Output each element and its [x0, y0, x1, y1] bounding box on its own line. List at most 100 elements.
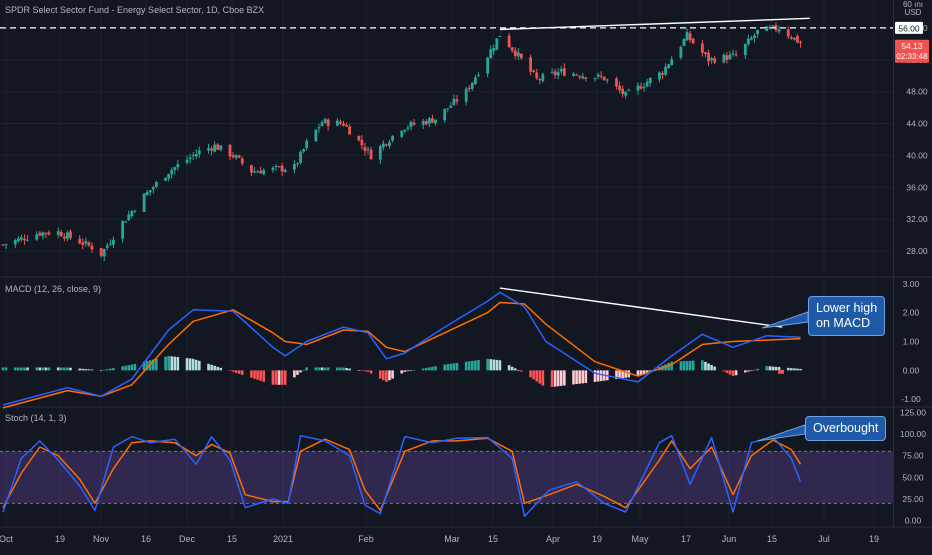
candle-body[interactable]: [237, 155, 241, 158]
candle-body[interactable]: [62, 236, 66, 239]
candle-body[interactable]: [26, 239, 29, 241]
candle-body[interactable]: [391, 135, 394, 141]
candle-body[interactable]: [13, 240, 17, 245]
candle-body[interactable]: [271, 167, 275, 170]
candle-body[interactable]: [516, 52, 520, 57]
candle-body[interactable]: [1, 244, 5, 246]
candle-body[interactable]: [553, 71, 557, 75]
candle-body[interactable]: [792, 37, 796, 40]
candle-body[interactable]: [725, 55, 729, 60]
candle-body[interactable]: [240, 158, 244, 164]
candle-body[interactable]: [151, 187, 155, 190]
candle-body[interactable]: [734, 54, 738, 56]
candle-body[interactable]: [133, 210, 137, 212]
candle-body[interactable]: [277, 166, 281, 168]
candle-body[interactable]: [722, 54, 726, 63]
candle-body[interactable]: [572, 73, 575, 77]
candle-body[interactable]: [20, 237, 23, 240]
candle-body[interactable]: [191, 155, 195, 157]
candle-body[interactable]: [599, 75, 603, 77]
candle-body[interactable]: [507, 35, 511, 48]
candle-body[interactable]: [406, 127, 410, 129]
candle-body[interactable]: [112, 239, 115, 245]
price-axis[interactable]: 28.0032.0036.0040.0044.0048.0052.0056.00…: [895, 0, 929, 526]
candle-body[interactable]: [56, 231, 60, 235]
candle-body[interactable]: [148, 190, 152, 193]
candle-body[interactable]: [274, 166, 278, 168]
candle-body[interactable]: [710, 57, 713, 61]
candle-body[interactable]: [615, 78, 618, 87]
candle-body[interactable]: [207, 148, 210, 151]
candle-body[interactable]: [210, 148, 213, 151]
candle-body[interactable]: [167, 173, 171, 179]
candle-body[interactable]: [197, 150, 201, 155]
candle-body[interactable]: [130, 211, 134, 217]
candle-body[interactable]: [366, 149, 370, 151]
candle-body[interactable]: [90, 245, 94, 250]
candle-body[interactable]: [771, 25, 775, 27]
candle-body[interactable]: [299, 151, 302, 163]
candle-body[interactable]: [578, 76, 582, 78]
candle-body[interactable]: [602, 76, 606, 81]
candle-body[interactable]: [213, 144, 217, 152]
candle-body[interactable]: [250, 165, 253, 173]
candle-body[interactable]: [535, 72, 539, 79]
candle-body[interactable]: [102, 249, 106, 257]
candle-body[interactable]: [575, 74, 579, 76]
candle-body[interactable]: [446, 108, 450, 110]
candle-body[interactable]: [121, 221, 125, 239]
candle-body[interactable]: [765, 26, 769, 32]
candle-body[interactable]: [605, 79, 609, 81]
candle-body[interactable]: [541, 74, 545, 82]
candle-body[interactable]: [648, 77, 652, 84]
candle-body[interactable]: [661, 72, 664, 75]
candle-body[interactable]: [593, 78, 597, 80]
candle-body[interactable]: [596, 74, 600, 77]
candle-body[interactable]: [262, 169, 266, 175]
candle-body[interactable]: [23, 238, 26, 241]
candle-body[interactable]: [44, 232, 48, 234]
candle-body[interactable]: [219, 145, 223, 150]
macd-signal-line[interactable]: [2, 301, 801, 409]
candle-body[interactable]: [66, 232, 69, 239]
candle-body[interactable]: [434, 119, 437, 124]
candle-body[interactable]: [486, 57, 490, 74]
candle-body[interactable]: [473, 77, 477, 84]
candle-body[interactable]: [108, 243, 112, 245]
candle-body[interactable]: [584, 77, 588, 79]
macd-pane[interactable]: [1, 291, 802, 409]
candle-body[interactable]: [621, 88, 625, 94]
stoch-d-line[interactable]: [2, 437, 802, 512]
candle-body[interactable]: [559, 69, 563, 72]
macd-callout[interactable]: Lower high on MACD: [808, 296, 886, 336]
candle-body[interactable]: [750, 37, 753, 40]
candle-body[interactable]: [47, 232, 51, 235]
candle-body[interactable]: [99, 247, 103, 257]
candle-body[interactable]: [679, 47, 683, 58]
candle-body[interactable]: [320, 122, 324, 127]
candle-body[interactable]: [164, 177, 167, 181]
candle-body[interactable]: [455, 99, 459, 102]
candle-body[interactable]: [188, 157, 192, 160]
candle-body[interactable]: [492, 47, 496, 51]
candle-body[interactable]: [302, 149, 306, 152]
candle-body[interactable]: [305, 140, 309, 149]
candle-body[interactable]: [335, 120, 339, 126]
candle-body[interactable]: [513, 50, 517, 56]
candle-body[interactable]: [538, 79, 542, 81]
candle-body[interactable]: [339, 121, 342, 124]
candle-body[interactable]: [624, 91, 628, 96]
candle-body[interactable]: [777, 29, 781, 32]
candle-body[interactable]: [421, 121, 425, 125]
candle-body[interactable]: [786, 29, 790, 37]
candle-body[interactable]: [688, 33, 692, 40]
candle-body[interactable]: [467, 87, 471, 90]
time-axis[interactable]: Oct 19 Nov 16 Dec 15 2021 Feb Mar 15 Apr 19 May 17 Jun…: [0, 534, 879, 544]
candle-body[interactable]: [173, 167, 177, 171]
candle-body[interactable]: [81, 242, 85, 245]
candle-body[interactable]: [38, 232, 42, 236]
price-pane[interactable]: [1, 22, 802, 262]
candle-body[interactable]: [639, 86, 643, 89]
candle-body[interactable]: [642, 86, 646, 88]
